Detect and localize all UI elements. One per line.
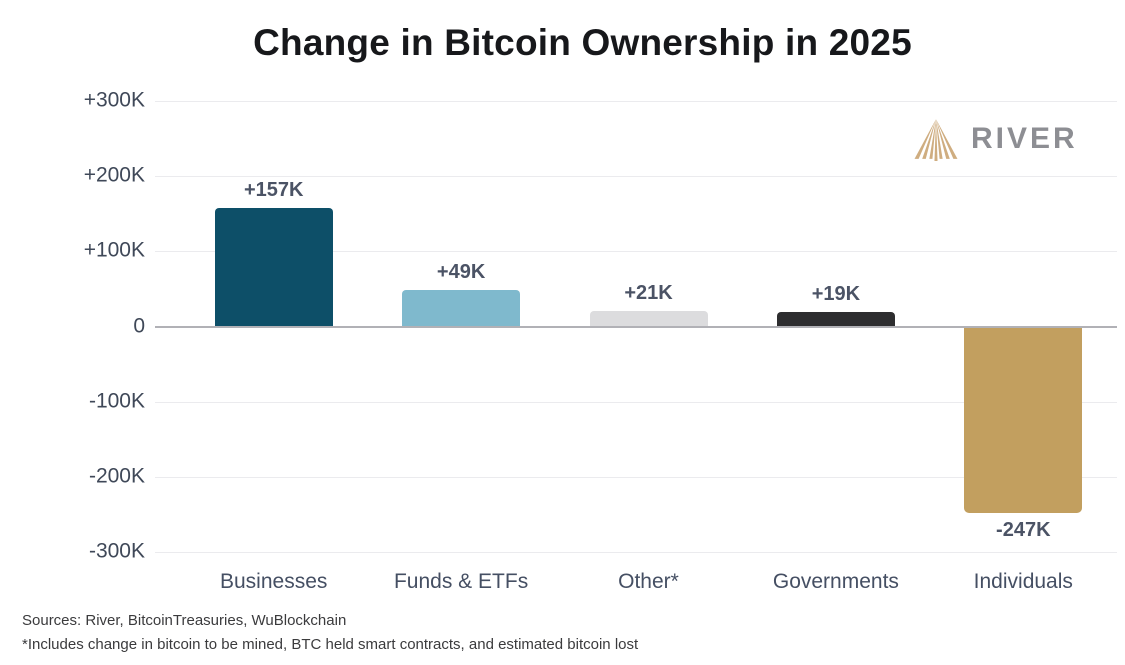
y-tick-label: -200K xyxy=(88,464,145,488)
gridline xyxy=(155,176,1117,178)
gridline xyxy=(155,476,1117,478)
y-tick-label: -300K xyxy=(88,539,145,563)
sources-text: Sources: River, BitcoinTreasuries, WuBlo… xyxy=(22,612,347,629)
bar-funds-etfs xyxy=(402,289,521,327)
y-tick-label: 0 xyxy=(133,314,145,338)
bar-governments xyxy=(776,312,895,327)
river-logo: RIVER xyxy=(910,116,1078,162)
river-rays-icon xyxy=(910,116,962,162)
x-category-label-businesses: Businesses xyxy=(219,570,328,593)
zero-axis-line xyxy=(155,325,1117,328)
y-tick-label: +200K xyxy=(83,163,145,187)
gridline xyxy=(155,552,1117,554)
bar-businesses xyxy=(214,208,333,327)
value-label-other: +21K xyxy=(624,281,673,304)
y-tick-label: +100K xyxy=(83,238,145,262)
gridline xyxy=(155,251,1117,253)
x-category-label-funds-etfs: Funds & ETFs xyxy=(393,570,529,593)
gridline xyxy=(155,401,1117,403)
value-label-funds-etfs: +49K xyxy=(436,260,486,283)
value-label-businesses: +157K xyxy=(243,179,304,202)
value-label-individuals: -247K xyxy=(996,519,1051,542)
gridline xyxy=(155,100,1117,102)
bar-other xyxy=(589,310,708,327)
chart-title: Change in Bitcoin Ownership in 2025 xyxy=(253,22,912,63)
value-label-governments: +19K xyxy=(811,283,861,306)
x-category-label-other: Other* xyxy=(618,570,679,593)
x-category-label-governments: Governments xyxy=(772,570,899,593)
bar-individuals xyxy=(964,327,1083,514)
y-tick-label: +300K xyxy=(83,88,145,112)
river-logo-text: RIVER xyxy=(971,122,1078,155)
x-category-label-individuals: Individuals xyxy=(973,570,1073,593)
footnote-text: *Includes change in bitcoin to be mined,… xyxy=(22,636,639,653)
y-tick-label: -100K xyxy=(88,389,145,413)
